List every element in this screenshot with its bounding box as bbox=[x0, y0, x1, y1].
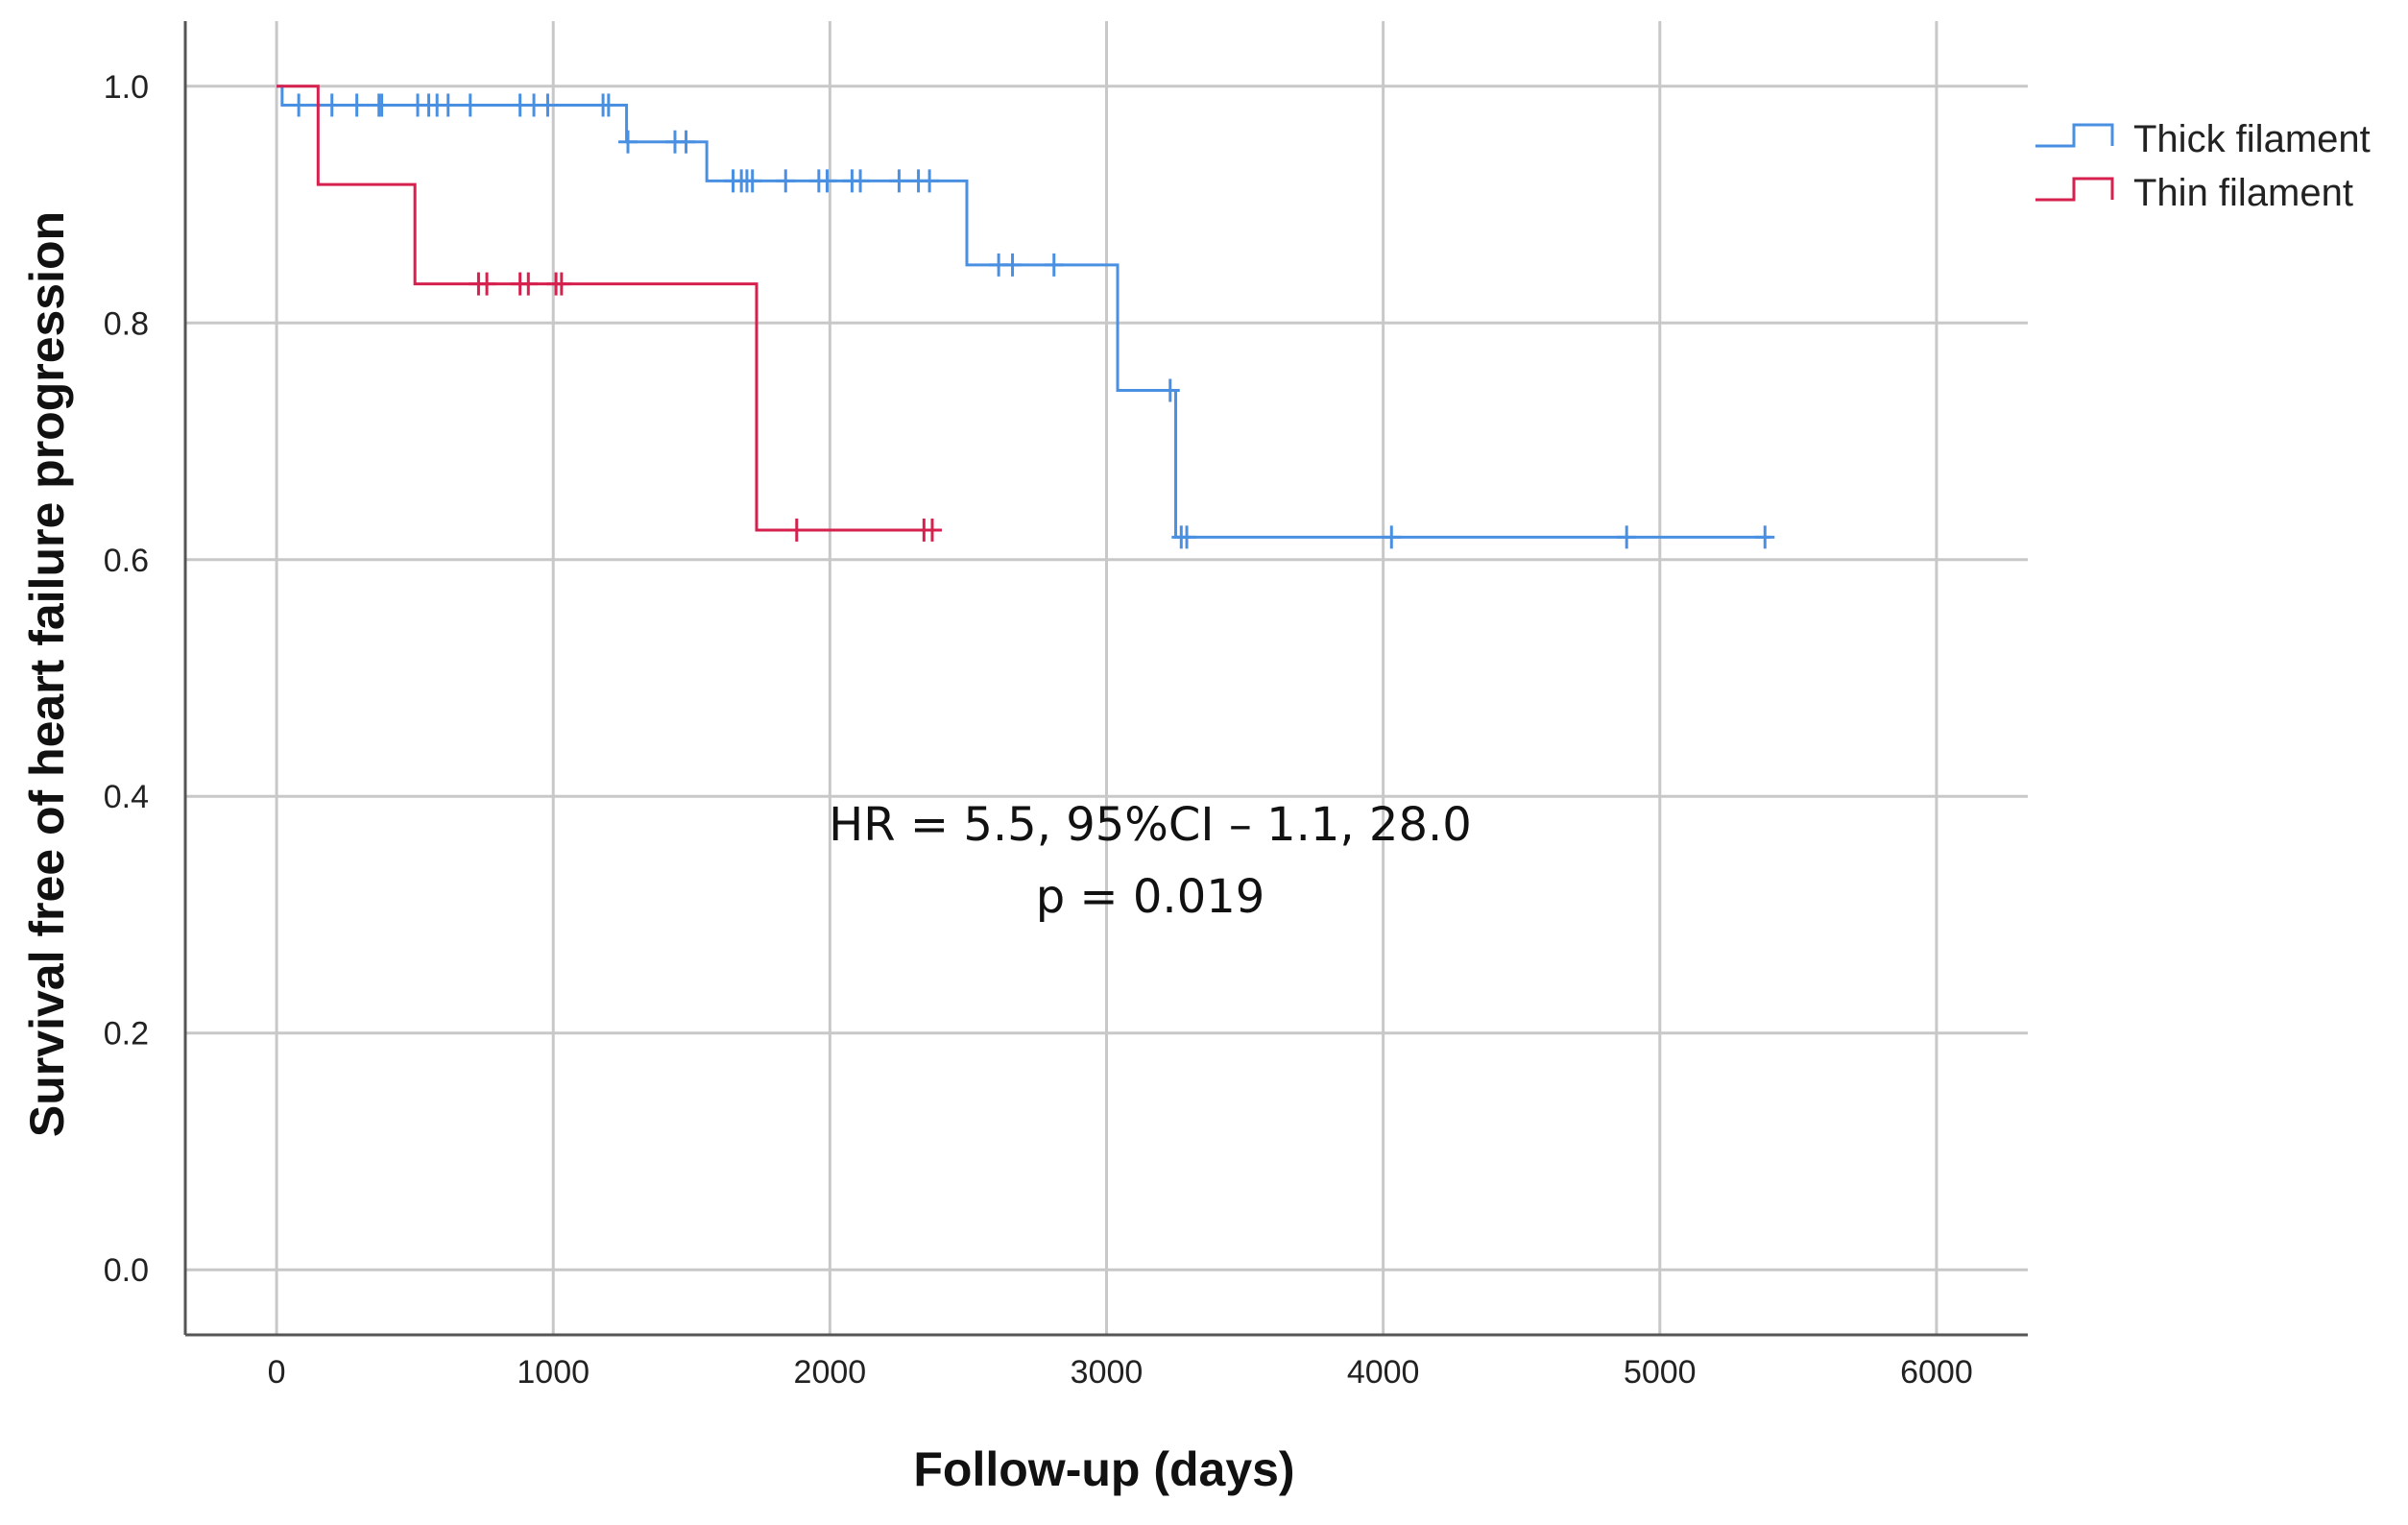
y-tick-label: 0.4 bbox=[104, 779, 149, 815]
censor-mark bbox=[438, 93, 458, 117]
x-tick-label: 5000 bbox=[1624, 1354, 1697, 1391]
series-thick-filament bbox=[277, 85, 1775, 549]
x-tick-labels: 0 1000 2000 3000 4000 5000 6000 bbox=[268, 1354, 1973, 1391]
series-layer bbox=[277, 85, 1775, 549]
y-tick-label: 0.2 bbox=[104, 1016, 149, 1053]
x-tick-label: 2000 bbox=[794, 1354, 867, 1391]
censor-mark bbox=[322, 93, 342, 117]
p-value-annotation: p = 0.019 bbox=[1036, 870, 1265, 924]
x-tick-label: 3000 bbox=[1071, 1354, 1144, 1391]
censor-mark bbox=[1755, 525, 1775, 549]
censor-mark bbox=[742, 169, 762, 193]
censor-mark bbox=[477, 272, 497, 296]
legend-swatch-thin-filament bbox=[2035, 177, 2114, 202]
series-thin-filament bbox=[277, 85, 942, 542]
censor-mark bbox=[598, 93, 618, 117]
y-tick-label: 1.0 bbox=[104, 69, 149, 106]
x-tick-label: 1000 bbox=[517, 1354, 590, 1391]
censor-mark bbox=[538, 93, 558, 117]
chart-axes bbox=[183, 21, 2028, 1337]
y-axis-title: Survival free of heart failure progressi… bbox=[20, 211, 74, 1137]
censor-mark bbox=[1617, 525, 1637, 549]
censor-mark bbox=[1177, 525, 1197, 549]
y-tick-label: 0.0 bbox=[104, 1252, 149, 1289]
x-tick-label: 0 bbox=[268, 1354, 286, 1391]
grid-lines bbox=[185, 21, 2028, 1335]
censor-mark bbox=[289, 93, 309, 117]
censor-mark bbox=[460, 93, 480, 117]
legend-label-thin-filament: Thin filament bbox=[2133, 172, 2353, 214]
censor-mark bbox=[889, 169, 909, 193]
censor-mark bbox=[922, 518, 942, 542]
censor-mark bbox=[776, 169, 796, 193]
legend-label-thick-filament: Thick filament bbox=[2133, 118, 2371, 160]
y-tick-labels: 0.0 0.2 0.4 0.6 0.8 1.0 bbox=[104, 69, 149, 1289]
censor-mark bbox=[1002, 253, 1023, 277]
legend: Thick filament Thin filament bbox=[2035, 118, 2371, 214]
censor-mark bbox=[347, 93, 367, 117]
censor-mark bbox=[618, 130, 638, 154]
censor-mark bbox=[817, 169, 837, 193]
legend-swatch-thick-filament bbox=[2035, 123, 2114, 148]
x-tick-label: 4000 bbox=[1347, 1354, 1420, 1391]
hazard-ratio-annotation: HR = 5.5, 95%CI – 1.1, 28.0 bbox=[829, 798, 1472, 852]
step-line-thick-filament bbox=[277, 85, 1771, 539]
censor-mark bbox=[1160, 378, 1180, 402]
censor-mark bbox=[1044, 253, 1064, 277]
y-tick-label: 0.8 bbox=[104, 305, 149, 342]
censor-mark bbox=[786, 518, 807, 542]
censor-mark bbox=[551, 272, 571, 296]
censor-mark bbox=[851, 169, 871, 193]
x-axis-title: Follow-up (days) bbox=[913, 1442, 1294, 1496]
x-tick-label: 6000 bbox=[1900, 1354, 1973, 1391]
censor-mark bbox=[676, 130, 696, 154]
censor-mark bbox=[372, 93, 392, 117]
censor-mark bbox=[1382, 525, 1402, 549]
censor-mark bbox=[518, 272, 539, 296]
step-line-thin-filament bbox=[277, 85, 935, 532]
y-tick-label: 0.6 bbox=[104, 543, 149, 579]
censor-mark bbox=[920, 169, 940, 193]
